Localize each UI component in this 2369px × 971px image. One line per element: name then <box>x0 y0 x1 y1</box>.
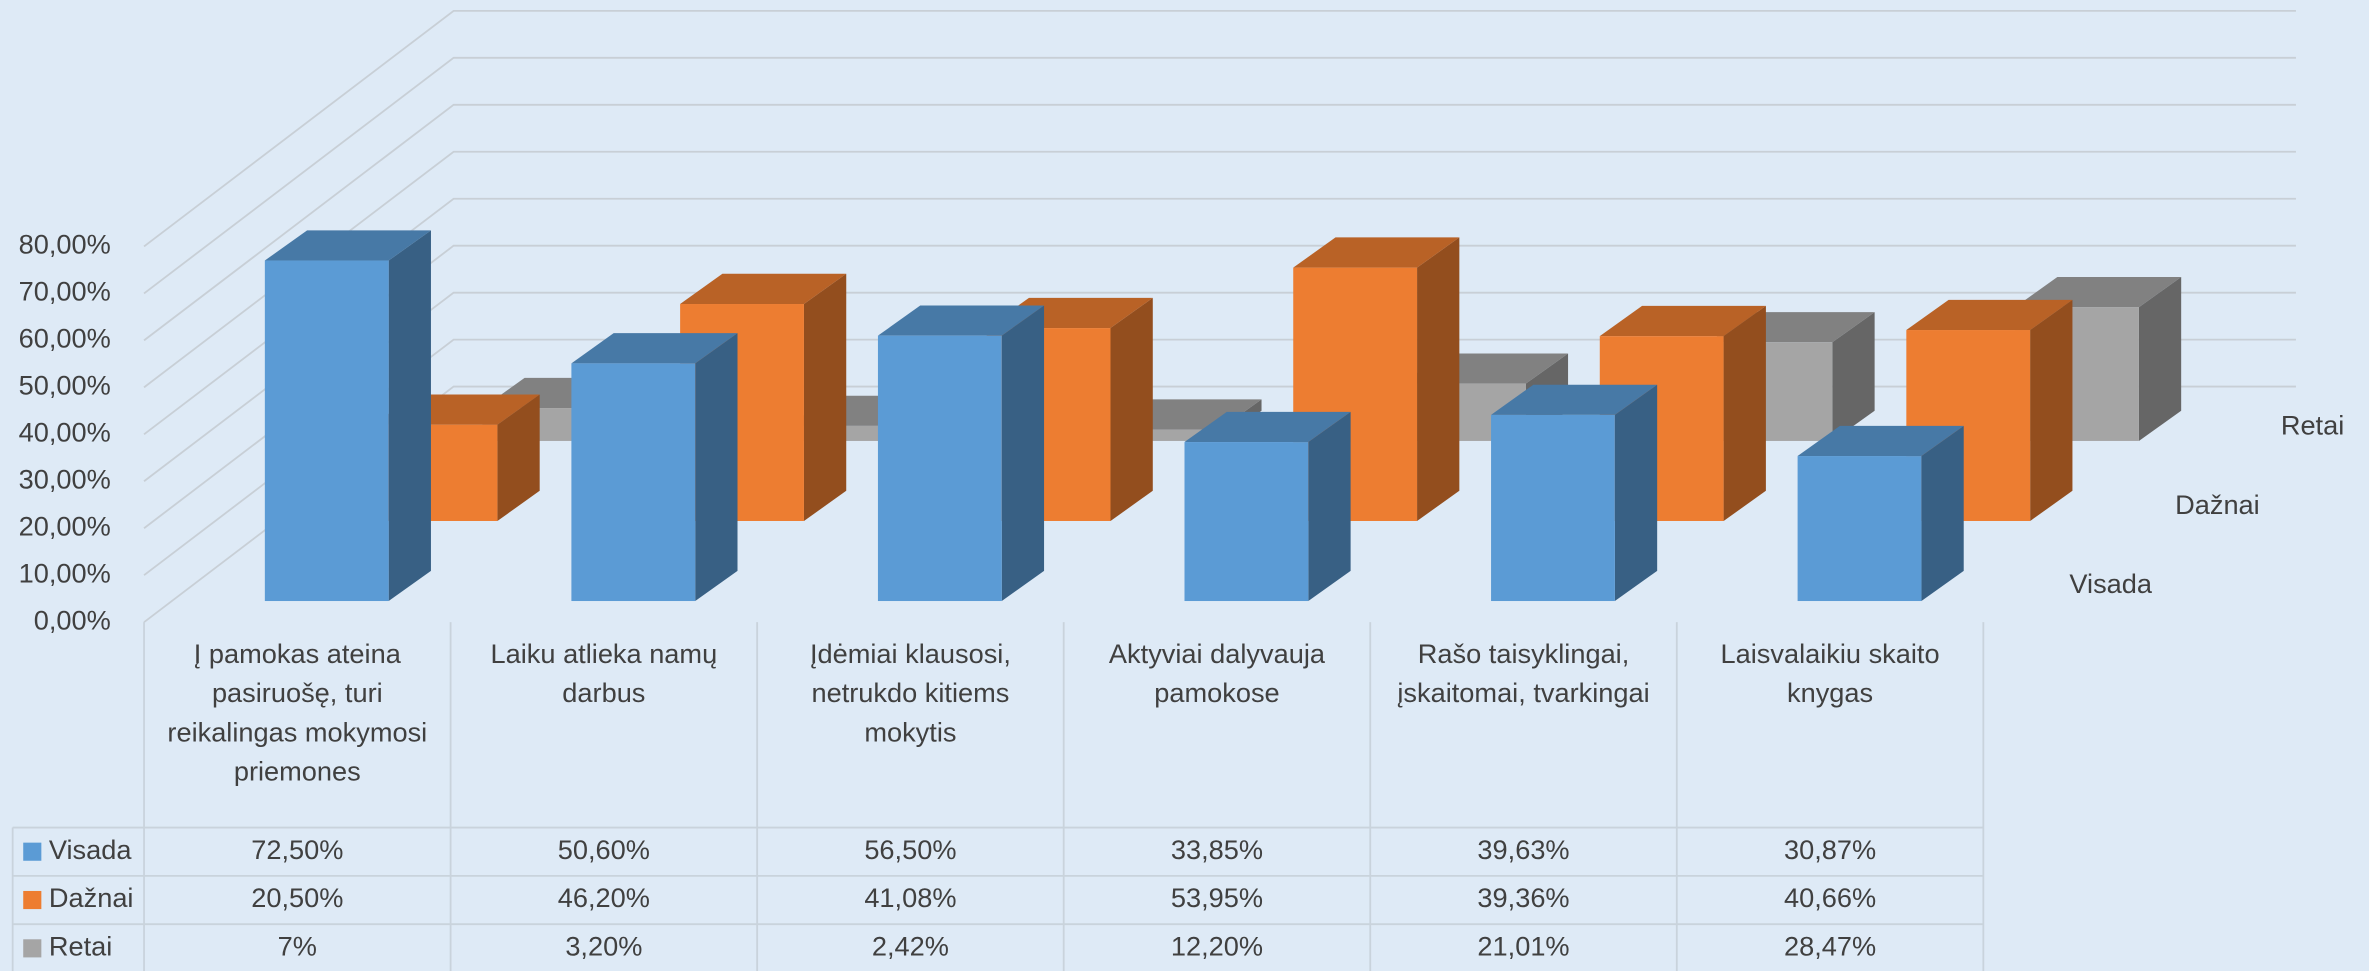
grid-line <box>143 56 2296 295</box>
y-tick-label: 0,00% <box>34 604 111 635</box>
legend-label: Visada <box>49 834 132 865</box>
category-cell: Į pamokas ateina pasiruošę, turi reikali… <box>167 638 428 787</box>
category-label: Rašo taisyklingai, įskaitomai, tvarkinga… <box>1397 638 1650 709</box>
bar-side <box>1417 237 1460 521</box>
table-value: 2,42% <box>872 931 949 962</box>
bar <box>1184 411 1351 602</box>
table-value: 72,50% <box>251 834 343 865</box>
table-value: 56,50% <box>864 834 956 865</box>
grid-line <box>143 197 2296 436</box>
legend-swatch <box>23 842 42 861</box>
table-value: 28,47% <box>1784 931 1876 962</box>
bar-front <box>1491 414 1615 602</box>
table-value: 33,85% <box>1171 834 1263 865</box>
bar <box>877 305 1045 602</box>
bar-top <box>1797 425 1964 457</box>
category-cell: Laisvalaikiu skaito knygas <box>1720 638 1940 709</box>
grid-line <box>143 291 2296 529</box>
y-tick-label: 10,00% <box>19 557 111 588</box>
table-value: 39,36% <box>1477 882 1569 913</box>
grid-line <box>143 103 2296 342</box>
bar-side <box>1921 425 1964 602</box>
bar-top <box>680 273 847 305</box>
y-tick-label: 30,00% <box>19 463 111 494</box>
bar-side <box>1614 384 1658 602</box>
y-tick-label: 80,00% <box>19 229 111 260</box>
legend-swatch <box>23 890 42 910</box>
bar-top <box>571 333 738 364</box>
bar-front <box>1184 442 1309 602</box>
bar-side <box>497 394 540 521</box>
table-value: 50,60% <box>558 834 650 865</box>
bar-side <box>2138 277 2182 441</box>
category-cell: Aktyviai dalyvauja pamokose <box>1108 638 1325 709</box>
table-value: 30,87% <box>1784 834 1876 865</box>
grid-line <box>143 9 2296 248</box>
table-value: 7% <box>278 931 317 962</box>
table-value: 3,20% <box>565 931 642 962</box>
table-value: 20,50% <box>251 882 343 913</box>
legend-label: Retai <box>49 931 112 962</box>
category-label: Aktyviai dalyvauja pamokose <box>1108 638 1325 709</box>
bar-side <box>1723 305 1766 521</box>
series-depth-label: Retai <box>2281 410 2344 441</box>
bar-front <box>1797 456 1922 602</box>
bar-side <box>1832 312 1875 441</box>
bar-top <box>1491 384 1658 415</box>
table-value: 39,63% <box>1477 834 1569 865</box>
bar-top <box>2015 277 2182 308</box>
legend-label: Dažnai <box>49 882 134 913</box>
bar-top <box>1906 299 2073 331</box>
table-value: 53,95% <box>1171 882 1263 913</box>
y-tick-label: 50,00% <box>19 370 111 401</box>
bar <box>1797 425 1964 602</box>
bar-side <box>1308 411 1351 602</box>
category-cell: Įdėmiai klausosi, netrukdo kitiems mokyt… <box>809 638 1011 748</box>
bar-top <box>264 230 431 261</box>
bar <box>1491 384 1658 602</box>
table-value: 41,08% <box>864 882 956 913</box>
grid-line <box>143 150 2296 389</box>
bar-side <box>2030 299 2073 521</box>
grid-line <box>143 244 2296 482</box>
table-value: 21,01% <box>1477 931 1569 962</box>
bar-top <box>1184 411 1351 443</box>
legend-swatch <box>23 939 42 958</box>
y-tick-label: 60,00% <box>19 323 111 354</box>
category-label: Laiku atlieka namų darbus <box>490 638 718 709</box>
table-value: 40,66% <box>1784 882 1876 913</box>
bar-front <box>264 260 389 602</box>
category-label: Į pamokas ateina pasiruošę, turi reikali… <box>167 638 428 787</box>
bar-front <box>877 335 1002 602</box>
bar-side <box>1001 305 1045 602</box>
bar <box>264 230 431 602</box>
y-tick-label: 20,00% <box>19 510 111 541</box>
y-tick-label: 70,00% <box>19 276 111 307</box>
table-value: 12,20% <box>1171 931 1263 962</box>
series-depth-label: Dažnai <box>2175 489 2260 520</box>
category-label: Laisvalaikiu skaito knygas <box>1720 638 1940 709</box>
category-label: Įdėmiai klausosi, netrukdo kitiems mokyt… <box>809 638 1011 748</box>
bar-top <box>1599 305 1766 337</box>
bar <box>571 333 738 602</box>
bar-side <box>803 273 847 521</box>
bar-side <box>388 230 431 602</box>
y-tick-label: 40,00% <box>19 416 111 447</box>
category-cell: Laiku atlieka namų darbus <box>490 638 718 709</box>
bar-side <box>1110 297 1153 521</box>
bar-front <box>1095 429 1220 441</box>
table-value: 46,20% <box>558 882 650 913</box>
bar-top <box>877 305 1045 336</box>
bar-side <box>695 333 738 602</box>
bar-top <box>1293 237 1460 268</box>
series-depth-label: Visada <box>2069 568 2152 599</box>
category-cell: Rašo taisyklingai, įskaitomai, tvarkinga… <box>1397 638 1650 709</box>
bar-front <box>571 363 696 602</box>
